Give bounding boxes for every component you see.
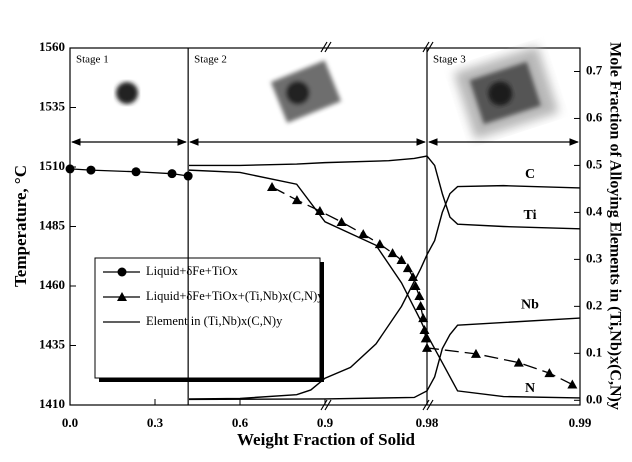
y2-tick-label: 0.5 — [586, 156, 603, 171]
legend-label: Liquid+δFe+TiOx+(Ti,Nb)x(C,N)y — [146, 289, 324, 303]
y-tick-label: 1560 — [39, 39, 65, 54]
legend-marker — [118, 268, 127, 277]
y2-tick-label: 0.7 — [586, 62, 603, 77]
curve-label: Nb — [521, 297, 539, 312]
y-tick-label: 1460 — [39, 277, 65, 292]
y-tick-label: 1535 — [39, 98, 66, 113]
point — [403, 263, 413, 272]
y-tick-label: 1410 — [39, 396, 65, 411]
y2-tick-label: 0.3 — [586, 250, 603, 265]
point — [132, 167, 141, 176]
y-tick-label: 1435 — [39, 336, 66, 351]
x-tick-label: 0.3 — [147, 415, 164, 430]
y2-tick-label: 0.2 — [586, 297, 602, 312]
point — [168, 169, 177, 178]
x-axis-title: Weight Fraction of Solid — [237, 430, 416, 449]
point — [397, 255, 407, 264]
point — [416, 301, 426, 310]
element-curve — [189, 156, 580, 229]
point — [86, 166, 95, 175]
legend-label: Liquid+δFe+TiOx — [146, 264, 239, 278]
point — [337, 217, 347, 226]
y2-tick-label: 0.0 — [586, 391, 602, 406]
point — [267, 182, 277, 191]
stage-label: Stage 1 — [76, 54, 109, 66]
chart: Weight Fraction of Solid Temperature, °C… — [0, 0, 632, 462]
curve-label: C — [525, 167, 535, 182]
point — [66, 164, 75, 173]
y-tick-label: 1485 — [39, 217, 66, 232]
x-tick-label: 0.99 — [569, 415, 592, 430]
x-tick-label: 0.98 — [416, 415, 439, 430]
point — [292, 195, 302, 204]
y2-tick-label: 0.6 — [586, 109, 603, 124]
stage-label: Stage 2 — [194, 54, 227, 66]
point — [358, 229, 368, 238]
stage-label: Stage 3 — [433, 54, 466, 66]
curve-label: N — [525, 381, 535, 396]
x-tick-label: 0.9 — [317, 415, 334, 430]
point — [422, 343, 432, 352]
y2-axis-title: Mole Fraction of Alloying Elements in (T… — [606, 42, 623, 410]
point — [567, 380, 577, 389]
stage-images — [116, 46, 559, 140]
y2-tick-label: 0.4 — [586, 203, 603, 218]
y-axis-title: Temperature, °C — [11, 165, 30, 287]
x-tick-label: 0.0 — [62, 415, 78, 430]
y-tick-label: 1510 — [39, 158, 65, 173]
y2-tick-label: 0.1 — [586, 344, 602, 359]
curve-label: Ti — [524, 208, 537, 223]
x-tick-label: 0.6 — [232, 415, 249, 430]
point — [388, 248, 398, 257]
point — [544, 368, 554, 377]
point — [414, 291, 424, 300]
point — [184, 172, 193, 181]
legend-label: Element in (Ti,Nb)x(C,N)y — [146, 314, 283, 328]
